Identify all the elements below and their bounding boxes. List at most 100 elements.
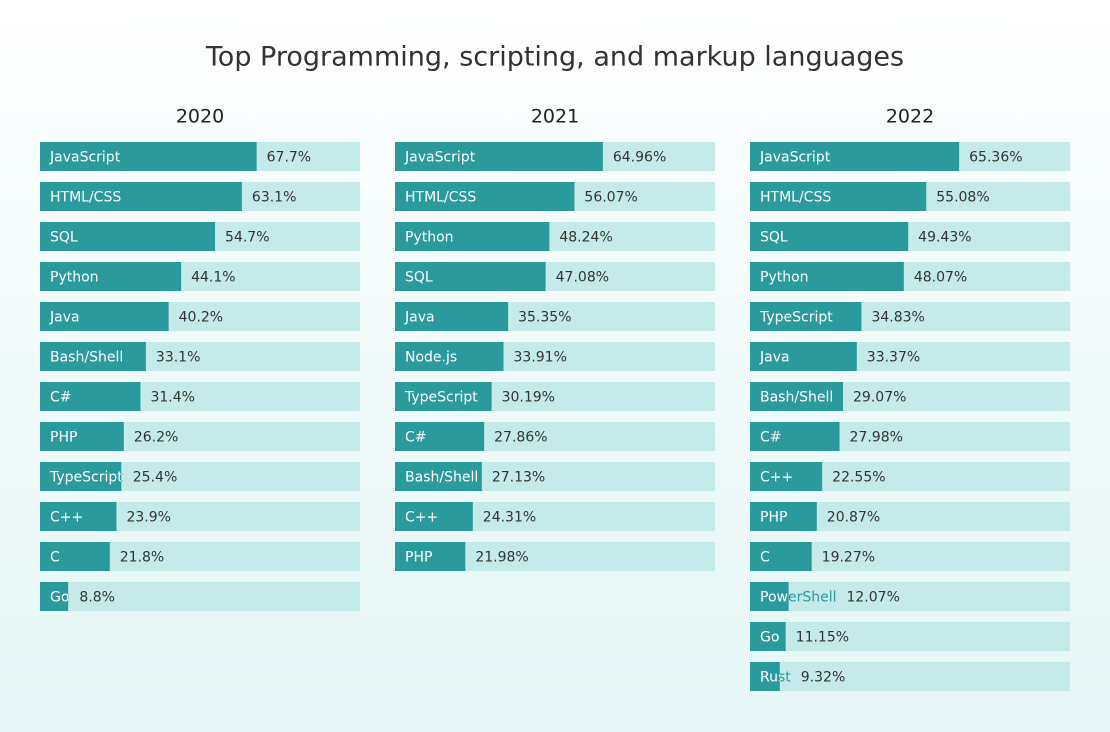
bar [750,582,789,611]
bar [750,142,960,171]
bar [395,222,550,251]
category-label: C# [405,430,427,446]
value-label: 35.35% [518,310,571,326]
value-label: 8.8% [79,590,115,606]
category-label: Bash/Shell [405,470,478,486]
category-label: C++ [405,510,438,526]
category-label: JavaScript [404,150,476,166]
category-label: Python [50,270,99,286]
bar [750,542,812,571]
category-label: HTML/CSS [50,190,121,206]
value-label: 25.4% [133,470,177,486]
bar [395,462,482,491]
category-label: Java [49,310,80,326]
category-label: PHP [50,430,77,446]
category-label: Go [50,590,69,606]
value-label: 11.15% [796,630,849,646]
bar [395,382,492,411]
value-label: 65.36% [969,150,1022,166]
bar [40,422,124,451]
bar [40,182,242,211]
bar-track [750,622,1070,651]
category-label: Go [50,590,69,606]
bar-track [40,582,360,611]
category-label: PowerShell [760,590,836,606]
category-label: Java [759,350,790,366]
bar-track [750,582,1070,611]
bar [395,502,473,531]
value-label: 63.1% [252,190,296,206]
category-label: TypeScript [49,470,123,486]
bar [40,222,216,251]
bar [750,382,844,411]
category-label: TypeScript [759,310,833,326]
category-label: C# [760,430,782,446]
category-label: SQL [50,230,78,246]
bar [40,142,257,171]
category-label: Bash/Shell [760,390,833,406]
bar [40,342,146,371]
category-label: Java [404,310,435,326]
value-label: 67.7% [267,150,311,166]
category-label: C++ [760,470,793,486]
category-label: PHP [760,510,787,526]
bar [750,262,904,291]
value-label: 49.43% [918,230,971,246]
category-label: SQL [50,230,78,246]
category-label: TypeScript [759,310,833,326]
category-label: PHP [760,510,787,526]
category-label: Go [760,630,779,646]
bar [750,462,823,491]
panel-title: 2021 [531,106,579,128]
category-label: Python [760,270,809,286]
category-label: PHP [50,430,77,446]
category-label: Bash/Shell [405,470,478,486]
bar [40,262,182,291]
value-label: 22.55% [832,470,885,486]
value-label: 21.8% [120,550,164,566]
category-label: C [50,550,60,566]
category-label: Node.js [405,350,457,366]
value-label: 33.37% [867,350,920,366]
category-label: PowerShell [760,590,836,606]
value-label: 26.2% [134,430,178,446]
value-label: 48.24% [559,230,612,246]
value-label: 20.87% [827,510,880,526]
value-label: 54.7% [225,230,269,246]
category-label: PHP [405,550,432,566]
category-label: Bash/Shell [760,390,833,406]
value-label: 27.98% [850,430,903,446]
bar [395,542,466,571]
category-label: JavaScript [759,150,831,166]
category-label: Go [760,630,779,646]
bar [395,302,509,331]
category-label: C++ [760,470,793,486]
bar [40,302,169,331]
value-label: 27.13% [492,470,545,486]
value-label: 33.1% [156,350,200,366]
value-label: 19.27% [822,550,875,566]
category-label: Python [50,270,99,286]
category-label: Rust [760,670,791,686]
value-label: 27.86% [494,430,547,446]
bar [750,502,817,531]
bar [40,462,122,491]
bar [395,182,575,211]
value-label: 31.4% [150,390,194,406]
category-label: JavaScript [404,150,476,166]
category-label: PHP [405,550,432,566]
value-label: 24.31% [483,510,536,526]
bar [750,222,909,251]
category-label: SQL [760,230,788,246]
bar [40,502,117,531]
category-label: TypeScript [49,470,123,486]
bar [750,622,786,651]
category-label: C# [405,430,427,446]
category-label: HTML/CSS [760,190,831,206]
category-label: C# [50,390,72,406]
category-label: Python [405,230,454,246]
category-label: JavaScript [49,150,121,166]
value-label: 34.83% [871,310,924,326]
